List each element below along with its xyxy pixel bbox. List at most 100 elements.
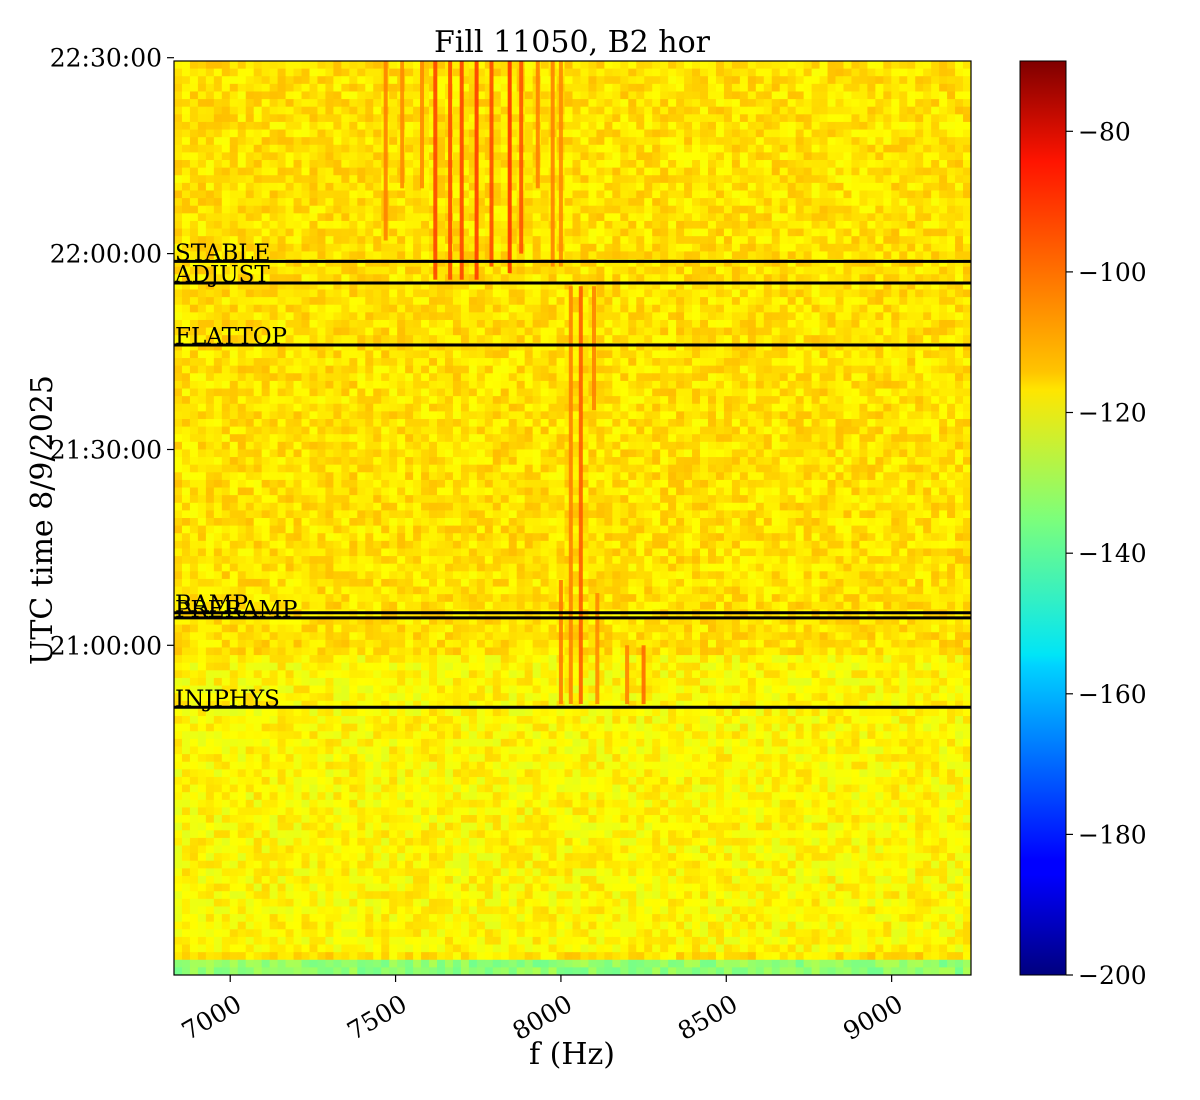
heatmap-cell xyxy=(859,220,868,230)
heatmap-cell xyxy=(723,297,733,306)
heatmap-cell xyxy=(444,297,454,306)
heatmap-cell xyxy=(899,129,908,138)
heatmap-cell xyxy=(452,205,462,214)
heatmap-cell xyxy=(301,312,311,321)
heatmap-cell xyxy=(349,426,358,435)
heatmap-cell xyxy=(707,358,717,367)
heatmap-cell xyxy=(771,243,781,253)
heatmap-cell xyxy=(229,99,239,108)
heatmap-cell xyxy=(357,83,366,93)
heatmap-cell xyxy=(787,266,797,275)
heatmap-cell xyxy=(413,175,422,184)
heatmap-cell xyxy=(859,342,868,352)
heatmap-cell xyxy=(301,289,311,298)
heatmap-cell xyxy=(660,137,669,146)
heatmap-cell xyxy=(947,76,956,85)
heatmap-cell xyxy=(452,160,462,169)
heatmap-cell xyxy=(524,297,534,306)
heatmap-cell xyxy=(413,152,422,161)
heatmap-cell xyxy=(779,426,789,435)
heatmap-cell xyxy=(931,137,940,146)
heatmap-cell xyxy=(747,289,757,298)
heatmap-cell xyxy=(484,213,494,222)
heatmap-cell xyxy=(795,61,805,70)
heatmap-cell xyxy=(421,418,430,428)
heatmap-cell xyxy=(373,114,382,123)
heatmap-cell xyxy=(723,144,733,153)
heatmap-cell xyxy=(452,335,462,344)
heatmap-cell xyxy=(221,236,231,245)
heatmap-cell xyxy=(604,411,613,420)
heatmap-cell xyxy=(221,106,231,115)
heatmap-cell xyxy=(197,167,207,176)
heatmap-cell xyxy=(444,327,454,336)
heatmap-cell xyxy=(715,342,725,352)
heatmap-cell xyxy=(931,236,940,245)
heatmap-cell xyxy=(572,129,582,138)
heatmap-cell xyxy=(771,266,781,275)
heatmap-cell xyxy=(540,205,550,214)
heatmap-cell xyxy=(803,418,813,428)
heatmap-cell xyxy=(739,61,749,70)
heatmap-cell xyxy=(731,335,741,344)
heatmap-cell xyxy=(389,220,398,230)
heatmap-cell xyxy=(715,243,725,253)
heatmap-cell xyxy=(628,68,637,77)
heatmap-cell xyxy=(468,160,478,169)
heatmap-cell xyxy=(476,228,486,237)
heatmap-cell xyxy=(205,236,215,245)
heatmap-cell xyxy=(333,243,342,253)
heatmap-cell xyxy=(707,99,717,108)
heatmap-cell xyxy=(963,167,971,176)
heatmap-cell xyxy=(891,411,900,420)
heatmap-cell xyxy=(317,259,327,268)
heatmap-cell xyxy=(229,403,239,412)
heatmap-cell xyxy=(907,373,916,382)
heatmap-cell xyxy=(253,121,263,131)
heatmap-cell xyxy=(859,358,868,367)
heatmap-cell xyxy=(421,76,430,85)
heatmap-cell xyxy=(197,380,207,390)
heatmap-cell xyxy=(213,68,223,77)
heatmap-cell xyxy=(684,327,693,336)
heatmap-cell xyxy=(444,304,454,313)
heatmap-cell xyxy=(476,198,486,207)
heatmap-cell xyxy=(548,350,558,359)
heatmap-cell xyxy=(277,259,287,268)
heatmap-cell xyxy=(492,114,502,123)
heatmap-cell xyxy=(444,342,454,352)
heatmap-cell xyxy=(731,190,741,199)
heatmap-cell xyxy=(349,190,358,199)
heatmap-cell xyxy=(197,106,207,115)
heatmap-cell xyxy=(389,350,398,359)
heatmap-cell xyxy=(620,160,629,169)
heatmap-cell xyxy=(237,266,247,275)
heatmap-cell xyxy=(548,297,558,306)
heatmap-cell xyxy=(325,114,334,123)
heatmap-cell xyxy=(963,198,971,207)
heatmap-cell xyxy=(484,365,494,374)
heatmap-cell xyxy=(676,380,685,390)
heatmap-cell xyxy=(668,411,677,420)
heatmap-cell xyxy=(787,350,797,359)
heatmap-cell xyxy=(293,319,303,329)
heatmap-cell xyxy=(189,350,199,359)
heatmap-cell xyxy=(580,297,590,306)
heatmap-cell xyxy=(524,304,534,313)
heatmap-cell xyxy=(963,342,971,352)
heatmap-cell xyxy=(859,91,868,100)
heatmap-cell xyxy=(907,129,916,138)
heatmap-cell xyxy=(883,380,892,390)
heatmap-cell xyxy=(293,220,303,230)
heatmap-cell xyxy=(707,167,717,176)
heatmap-cell xyxy=(221,380,231,390)
heatmap-cell xyxy=(596,205,605,214)
heatmap-cell xyxy=(277,388,287,397)
heatmap-cell xyxy=(421,213,430,222)
heatmap-cell xyxy=(285,68,295,77)
heatmap-cell xyxy=(883,61,892,70)
heatmap-cell xyxy=(763,358,773,367)
heatmap-cell xyxy=(476,121,486,131)
heatmap-cell xyxy=(341,91,350,100)
heatmap-cell xyxy=(333,426,342,435)
